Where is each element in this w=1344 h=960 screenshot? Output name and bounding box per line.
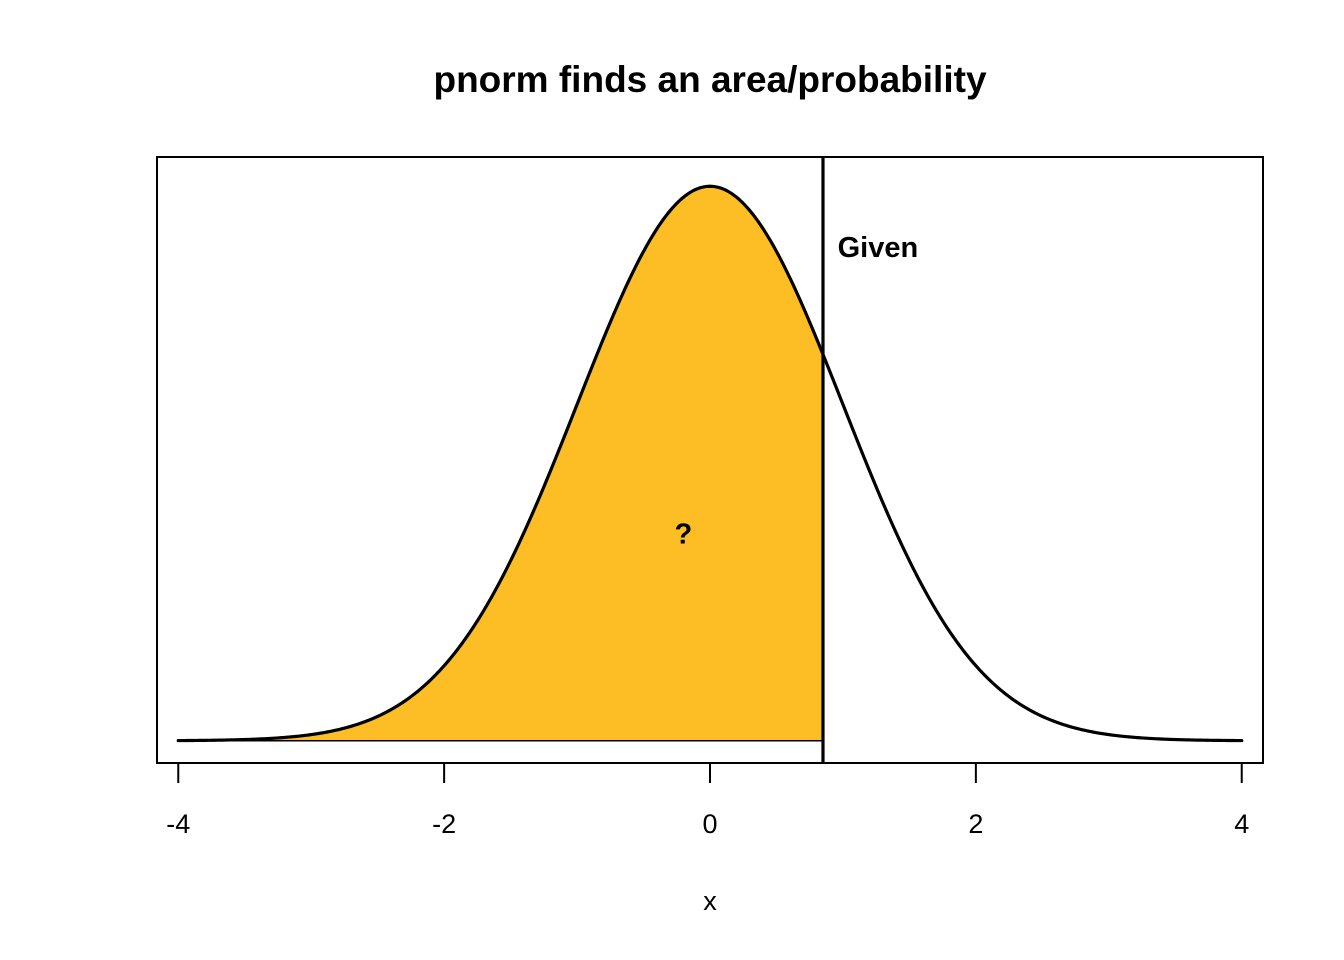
density-curve [176,184,1244,743]
chart-title: pnorm finds an area/probability [433,59,986,100]
shaded-area [177,185,824,742]
x-axis: -4 -2 0 2 4 [166,762,1249,839]
annotation-label: Given [838,232,919,264]
x-tick-label: -2 [432,809,456,839]
annotations: Given? [675,232,919,550]
x-tick-label: 2 [968,809,983,839]
x-axis-label: x [703,886,717,916]
x-tick-label: -4 [166,809,190,839]
annotation-label: ? [675,518,693,550]
x-tick-label: 0 [702,809,717,839]
plot-area [176,157,1244,763]
x-tick-label: 4 [1234,809,1249,839]
